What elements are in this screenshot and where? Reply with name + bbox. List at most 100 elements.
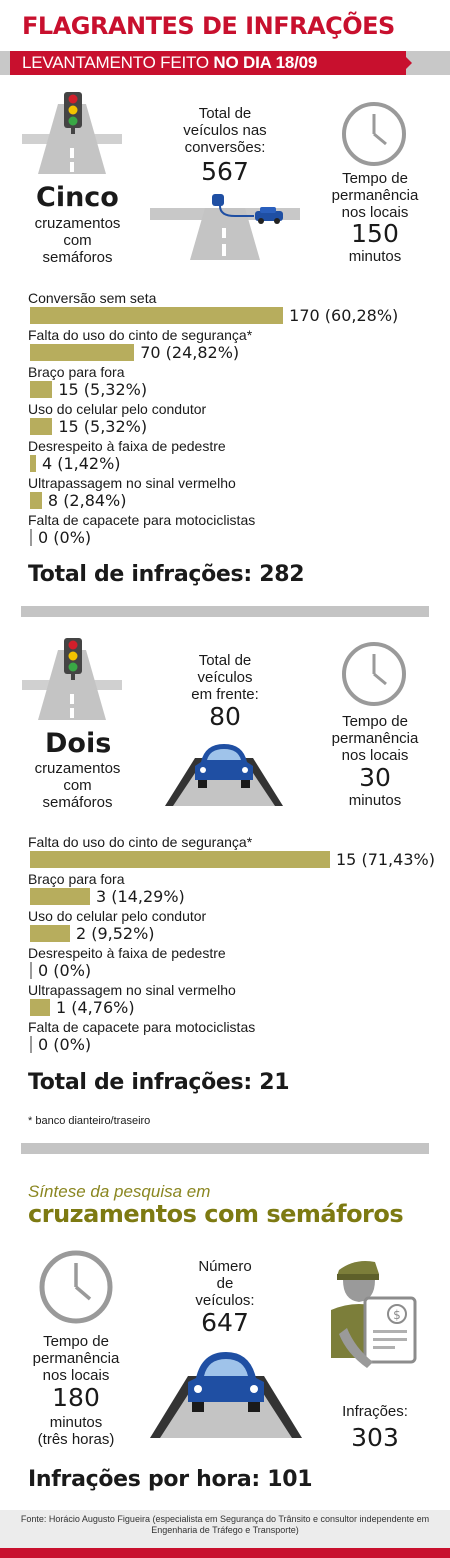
time-value: 150 — [351, 219, 399, 248]
police-officer-icon: $ — [331, 1261, 417, 1368]
footer-background — [0, 1510, 450, 1548]
subtitle-date: NO DIA 18/09 — [213, 53, 318, 72]
infraction-row: Falta do uso do cinto de segurança* 70 (2… — [28, 327, 438, 364]
infraction-label: Falta de capacete para motociclistas — [28, 1019, 256, 1035]
infraction-list-1: Conversão sem seta 170 (60,28%) Falta do u… — [28, 290, 438, 549]
road-icon — [22, 650, 122, 720]
ticket-icon: $ — [363, 1296, 417, 1364]
infraction-value: 1 (4,76%) — [55, 998, 135, 1017]
infraction-bar — [30, 529, 32, 546]
infraction-value: 15 (5,32%) — [58, 380, 148, 399]
footnote: * banco dianteiro/traseiro — [28, 1115, 151, 1127]
infraction-value: 3 (14,29%) — [96, 887, 185, 906]
count-desc-1: cruzamentos — [34, 760, 121, 777]
infraction-label: Braço para fora — [28, 871, 125, 887]
total-infractions-2: Total de infrações: 21 — [28, 1070, 290, 1095]
syn-infractions-label: Infrações: — [342, 1403, 408, 1420]
syn-vehicles-label-1: Número — [198, 1258, 252, 1275]
infraction-bar — [30, 381, 53, 398]
syn-vehicles-label-2: de — [216, 1275, 234, 1292]
infraction-value: 15 (71,43%) — [336, 850, 435, 869]
infraction-bar — [30, 1036, 32, 1053]
infraction-bar — [30, 888, 91, 905]
road-icon — [22, 104, 122, 174]
infraction-label: Ultrapassagem no sinal vermelho — [28, 475, 236, 491]
time-label-1: Tempo de — [342, 170, 408, 187]
infraction-label: Braço para fora — [28, 364, 125, 380]
time-label-1: Tempo de — [342, 713, 408, 730]
traffic-light-icon — [64, 638, 82, 680]
infraction-label: Uso do celular pelo condutor — [28, 908, 207, 924]
footer-bar — [0, 1548, 450, 1558]
syn-time-value: 180 — [52, 1383, 100, 1412]
road-car-icon — [165, 744, 283, 806]
svg-text:$: $ — [393, 1308, 401, 1322]
infraction-bar — [30, 418, 53, 435]
infraction-value: 4 (1,42%) — [41, 454, 121, 473]
car-icon — [195, 744, 253, 788]
infraction-row: Uso do celular pelo condutor 15 (5,32%) — [28, 401, 438, 438]
source-credit: Fonte: Horácio Augusto Figueira (especia… — [20, 1514, 430, 1535]
infraction-label: Falta do uso do cinto de segurança* — [28, 834, 253, 850]
vehicles-label-3: em frente: — [191, 686, 259, 703]
syn-time-unit: minutos — [49, 1414, 103, 1431]
time-unit: minutos — [348, 248, 402, 265]
syn-time-label-1: Tempo de — [43, 1333, 109, 1350]
header-ribbon: LEVANTAMENTO FEITO NO DIA 18/09 — [10, 51, 406, 75]
time-label-3: nos locais — [341, 204, 409, 221]
infraction-value: 0 (0%) — [38, 528, 92, 547]
infraction-bar — [30, 851, 330, 868]
road-turn-icon — [150, 194, 300, 260]
infraction-bar — [30, 962, 32, 979]
infraction-bar — [30, 455, 36, 472]
count-desc-3: semáforos — [42, 794, 113, 811]
infraction-label: Falta do uso do cinto de segurança* — [28, 327, 253, 343]
infraction-value: 8 (2,84%) — [47, 491, 127, 510]
infraction-label: Desrespeito à faixa de pedestre — [28, 438, 226, 454]
infraction-value: 0 (0%) — [38, 961, 92, 980]
vehicles-value: 567 — [201, 157, 249, 186]
clock-icon — [342, 642, 406, 706]
infraction-value: 70 (24,82%) — [140, 343, 240, 362]
synthesis-title-small: Síntese da pesquisa em — [28, 1182, 211, 1201]
infraction-row: Desrespeito à faixa de pedestre 0 (0%) — [28, 945, 438, 982]
section-divider-1 — [21, 606, 429, 617]
infraction-value: 2 (9,52%) — [75, 924, 155, 943]
infraction-row: Falta de capacete para motociclistas 0 (0… — [28, 1019, 438, 1056]
synthesis-title-big: cruzamentos com semáforos — [28, 1200, 404, 1228]
syn-time-unit-hours: (três horas) — [37, 1431, 115, 1448]
time-value: 30 — [359, 763, 391, 792]
infraction-label: Ultrapassagem no sinal vermelho — [28, 982, 236, 998]
infraction-value: 0 (0%) — [38, 1035, 92, 1054]
infraction-bar — [30, 492, 42, 509]
road-car-icon — [150, 1352, 302, 1438]
count-desc-2: com — [63, 777, 92, 794]
ribbon-tail — [400, 51, 412, 75]
vehicles-label-1: Total de — [198, 652, 252, 669]
infraction-bar — [30, 307, 284, 324]
infraction-row: Falta de capacete para motociclistas 0 (0… — [28, 512, 438, 549]
infraction-bar — [30, 344, 135, 361]
infraction-row: Conversão sem seta 170 (60,28%) — [28, 290, 438, 327]
syn-vehicles-label-3: veículos: — [195, 1292, 255, 1309]
count-desc-1: cruzamentos — [34, 215, 121, 232]
syn-infractions-value: 303 — [351, 1423, 399, 1452]
vehicles-label-1: Total de — [198, 105, 252, 122]
infraction-row: Ultrapassagem no sinal vermelho 1 (4,76%) — [28, 982, 438, 1019]
time-unit: minutos — [348, 792, 402, 809]
syn-time-label-3: nos locais — [42, 1367, 110, 1384]
subtitle-prefix: LEVANTAMENTO FEITO — [22, 53, 214, 72]
infraction-list-2: Falta do uso do cinto de segurança* 15 (7… — [28, 834, 438, 1056]
infraction-row: Falta do uso do cinto de segurança* 15 (7… — [28, 834, 438, 871]
clock-icon — [39, 1250, 113, 1324]
infraction-value: 15 (5,32%) — [58, 417, 148, 436]
vehicles-label-3: conversões: — [184, 139, 266, 156]
time-label-3: nos locais — [341, 747, 409, 764]
count-word: Cinco — [36, 182, 119, 213]
car-icon — [188, 1352, 264, 1412]
infraction-label: Desrespeito à faixa de pedestre — [28, 945, 226, 961]
car-icon — [212, 194, 283, 224]
section-divider-2 — [21, 1143, 429, 1154]
time-label-2: permanência — [331, 730, 419, 747]
vehicles-label-2: veículos — [197, 669, 253, 686]
